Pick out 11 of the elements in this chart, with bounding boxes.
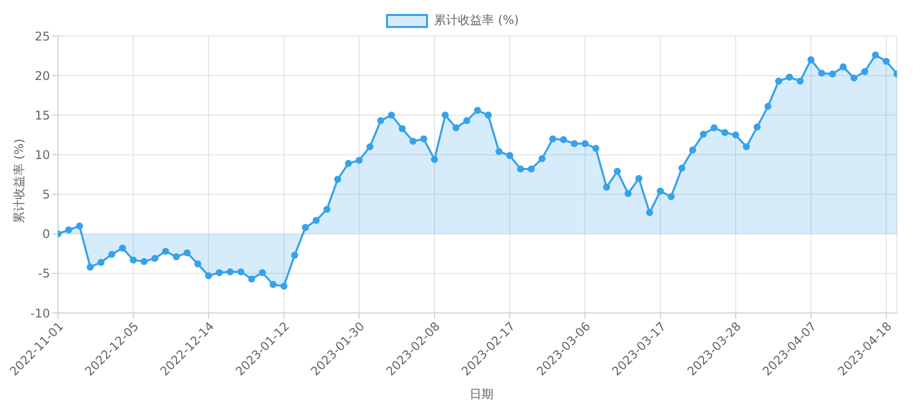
y-tick-label: -10: [30, 306, 50, 320]
y-tick-label: 20: [34, 68, 50, 83]
y-tick-label: 15: [34, 108, 50, 122]
y-axis-title: 累计收益率 (%): [11, 138, 27, 226]
legend-label: 累计收益率 (%): [433, 12, 519, 29]
x-axis-title: 日期: [468, 386, 494, 402]
y-tick-label: -5: [38, 266, 50, 281]
y-tick-label: 10: [34, 148, 50, 162]
y-tick-label: 0: [42, 227, 50, 242]
y-tick-label: 25: [34, 29, 50, 44]
y-tick-label: 5: [42, 188, 50, 202]
